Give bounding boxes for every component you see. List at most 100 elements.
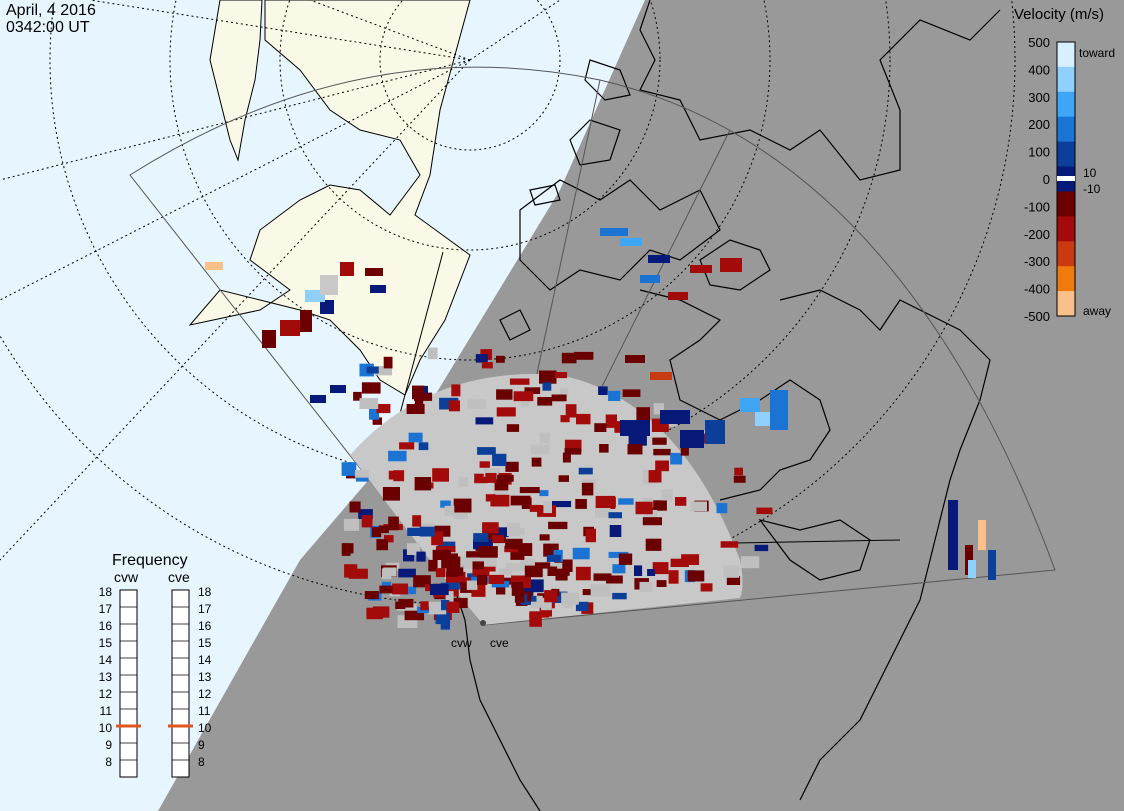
- alaska-land: [188, 0, 471, 396]
- timestamp: April, 4 2016 0342:00 UT: [6, 2, 96, 36]
- colorbar-tick-label: -300: [1024, 254, 1050, 269]
- velocity-cell: [595, 508, 611, 518]
- frequency-level-label: 16: [99, 619, 113, 633]
- velocity-cell: [548, 591, 568, 603]
- velocity-cell: [690, 501, 707, 512]
- velocity-cell: [354, 470, 370, 478]
- velocity-cell: [513, 391, 534, 402]
- velocity-cell: [634, 565, 643, 576]
- frequency-level-label: 13: [198, 670, 212, 684]
- velocity-cell: [343, 518, 359, 531]
- velocity-cell: [556, 568, 570, 576]
- velocity-cell: [395, 601, 406, 609]
- site-marker-cvw: [480, 620, 486, 626]
- velocity-cell: [406, 404, 425, 414]
- velocity-cell: [635, 501, 653, 515]
- velocity-cell: [448, 400, 460, 412]
- velocity-cell: [205, 262, 223, 270]
- velocity-cell: [420, 601, 429, 611]
- velocity-cell: [353, 391, 362, 401]
- velocity-cell: [451, 384, 461, 397]
- velocity-cell: [564, 447, 582, 455]
- velocity-cell: [481, 362, 493, 369]
- colorbar-segment: [1057, 191, 1075, 217]
- frequency-level-label: 9: [105, 738, 112, 752]
- frequency-level-label: 13: [99, 670, 113, 684]
- velocity-cell: [445, 591, 454, 602]
- velocity-cell: [482, 522, 499, 534]
- velocity-cell: [575, 499, 587, 509]
- colorbar-toward-label: toward: [1079, 46, 1115, 60]
- velocity-cell: [539, 432, 550, 444]
- velocity-cell: [532, 595, 543, 607]
- frequency-level-label: 12: [99, 687, 113, 701]
- velocity-cell: [485, 473, 497, 483]
- colorbar-threshold-label: 10: [1083, 166, 1097, 180]
- velocity-cell: [435, 546, 456, 553]
- velocity-cell: [440, 582, 460, 590]
- velocity-cell: [555, 573, 568, 581]
- velocity-cell: [383, 356, 393, 369]
- velocity-cell: [653, 448, 671, 456]
- velocity-cell: [466, 580, 478, 590]
- velocity-cell: [675, 497, 687, 506]
- velocity-cell: [341, 462, 357, 476]
- velocity-cell: [594, 423, 607, 432]
- velocity-cell: [543, 501, 552, 514]
- velocity-cell: [349, 501, 361, 513]
- velocity-cell: [576, 413, 591, 425]
- velocity-colorbar: 500 400 300 200 100 0 -100 -200 -300 -400 -500 towa…: [1024, 35, 1115, 324]
- velocity-cell: [585, 528, 596, 543]
- velocity-cell: [444, 505, 455, 516]
- velocity-cell: [680, 430, 704, 448]
- velocity-cell: [492, 453, 507, 466]
- velocity-cell: [496, 407, 516, 417]
- velocity-cell: [647, 500, 667, 511]
- velocity-cell: [590, 584, 611, 597]
- frequency-radar-cvw: cvw: [114, 569, 139, 585]
- velocity-cell: [369, 408, 380, 420]
- velocity-cell: [506, 424, 520, 432]
- velocity-cell: [537, 397, 553, 406]
- velocity-cell: [348, 568, 368, 579]
- velocity-cell: [541, 597, 552, 611]
- velocity-cell: [364, 591, 379, 600]
- frequency-panel: Frequency cvw cve 18 18 17 17 16 16 15 15 14 14 13…: [99, 552, 212, 778]
- velocity-cell: [506, 562, 526, 571]
- colorbar-tick-label: -100: [1024, 199, 1050, 214]
- colorbar-tick-label: 0: [1043, 172, 1050, 187]
- frequency-level-label: 10: [99, 721, 113, 735]
- velocity-cell: [366, 366, 379, 374]
- velocity-cell: [475, 417, 494, 425]
- velocity-cell: [473, 539, 493, 550]
- velocity-cell: [627, 444, 643, 455]
- velocity-cell: [720, 258, 742, 272]
- velocity-cell: [432, 549, 451, 560]
- velocity-cell: [524, 565, 543, 578]
- velocity-cell: [690, 265, 712, 273]
- colorbar-away-label: away: [1083, 304, 1111, 318]
- velocity-cell: [412, 515, 422, 527]
- velocity-cell: [493, 489, 508, 499]
- frequency-level-label: 11: [198, 704, 211, 718]
- velocity-cell: [968, 560, 976, 578]
- velocity-cell: [668, 570, 679, 584]
- velocity-cell: [376, 404, 391, 414]
- velocity-cell: [639, 581, 653, 592]
- velocity-cell: [341, 543, 351, 556]
- velocity-cell: [379, 585, 393, 594]
- velocity-cell: [680, 444, 689, 456]
- velocity-cell: [562, 452, 571, 463]
- velocity-cell: [418, 442, 429, 451]
- velocity-cell: [510, 495, 531, 506]
- frequency-level-label: 10: [198, 721, 212, 735]
- velocity-cell: [612, 564, 626, 574]
- frequency-level-label: 14: [99, 653, 113, 667]
- velocity-cell: [544, 590, 558, 603]
- velocity-cell: [490, 494, 510, 507]
- velocity-cell: [374, 366, 392, 376]
- velocity-cell: [605, 414, 617, 428]
- velocity-cell: [660, 410, 690, 424]
- velocity-cell: [494, 479, 509, 491]
